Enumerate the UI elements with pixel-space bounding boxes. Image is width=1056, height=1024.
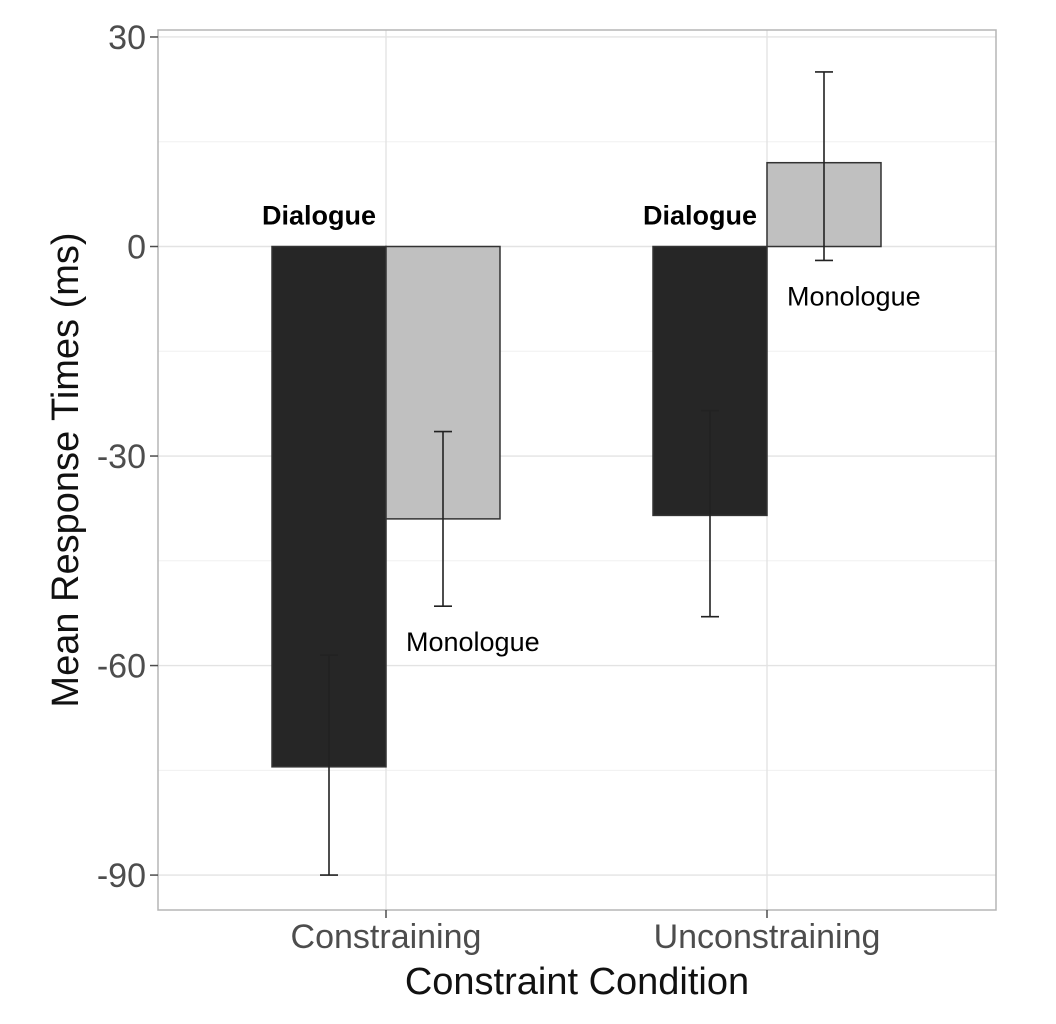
y-tick-label: -90 bbox=[97, 857, 146, 895]
y-tick-label: -30 bbox=[97, 438, 146, 476]
y-axis-title: Mean Response Times (ms) bbox=[45, 232, 87, 707]
bar-label-monologue: Monologue bbox=[406, 627, 540, 657]
y-axis-ticks: 30 0 -30 -60 -90 bbox=[97, 19, 158, 895]
x-tick-label: Constraining bbox=[291, 918, 482, 956]
y-tick-label: 0 bbox=[127, 229, 146, 267]
x-tick-label: Unconstraining bbox=[654, 918, 881, 956]
bar-label-dialogue: Dialogue bbox=[643, 201, 757, 231]
bar-label-monologue: Monologue bbox=[787, 281, 921, 311]
error-bars bbox=[320, 71, 833, 876]
plot-panel-border bbox=[157, 29, 997, 911]
y-tick-label: -60 bbox=[97, 648, 146, 686]
x-axis-title: Constraint Condition bbox=[405, 961, 749, 1003]
x-axis-ticks: Constraining Unconstraining bbox=[291, 910, 881, 956]
bar-labels: Dialogue Dialogue Monologue Monologue bbox=[262, 201, 921, 658]
y-tick-label: 30 bbox=[108, 19, 146, 57]
bar-label-dialogue: Dialogue bbox=[262, 201, 376, 231]
bars bbox=[271, 161, 882, 768]
